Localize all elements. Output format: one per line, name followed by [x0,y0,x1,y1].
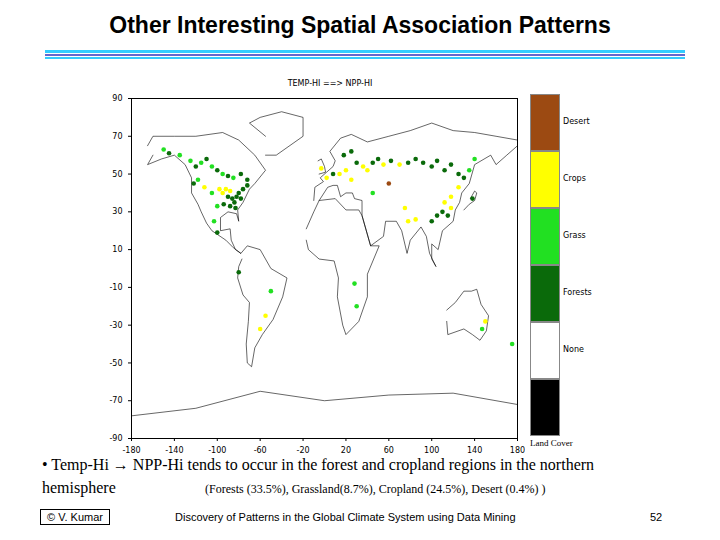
svg-text:-20: -20 [297,446,310,455]
html-text:Desert: Desert [563,116,590,126]
svg-text:-180: -180 [122,446,140,455]
svg-text:-60: -60 [254,446,267,455]
html-text:TEMP-HI ==> NPP-HI: TEMP-HI ==> NPP-HI [287,79,373,88]
html-text:© V. Kumar: © V. Kumar [47,511,103,523]
html-text:None: None [563,344,584,354]
svg-text:-50: -50 [109,359,122,368]
svg-text:100: 100 [424,446,439,455]
html-text:Discovery of Patterns in the G: Discovery of Patterns in the Global Clim… [175,511,516,523]
svg-text:50: 50 [112,170,122,179]
svg-text:-10: -10 [109,283,122,292]
svg-text:140: 140 [467,446,482,455]
html-text:• Temp-Hi → NPP-Hi tends to oc: • Temp-Hi → NPP-Hi tends to occur in the… [42,456,595,473]
html-text:Land Cover: Land Cover [530,438,573,448]
html-text:Crops: Crops [563,173,586,183]
svg-text:-100: -100 [208,446,226,455]
html-text:Grass: Grass [563,230,586,240]
svg-text:-70: -70 [109,396,122,405]
svg-text:180: 180 [510,446,525,455]
html-text:52: 52 [650,511,663,523]
svg-text:10: 10 [112,245,122,254]
svg-text:-30: -30 [109,321,122,330]
svg-text:90: 90 [112,94,122,103]
svg-text:-90: -90 [109,434,122,443]
svg-text:60: 60 [384,446,394,455]
svg-text:-140: -140 [165,446,183,455]
html-text:Other Interesting Spatial Asso: Other Interesting Spatial Association Pa… [109,12,611,38]
html-text:(Forests (33.5%), Grassland(8.: (Forests (33.5%), Grassland(8.7%), Cropl… [205,482,546,496]
html-text:hemisphere: hemisphere [42,479,116,496]
html-text:Forests: Forests [563,287,592,297]
svg-text:30: 30 [112,207,122,216]
svg-text:70: 70 [112,132,122,141]
svg-text:20: 20 [341,446,351,455]
